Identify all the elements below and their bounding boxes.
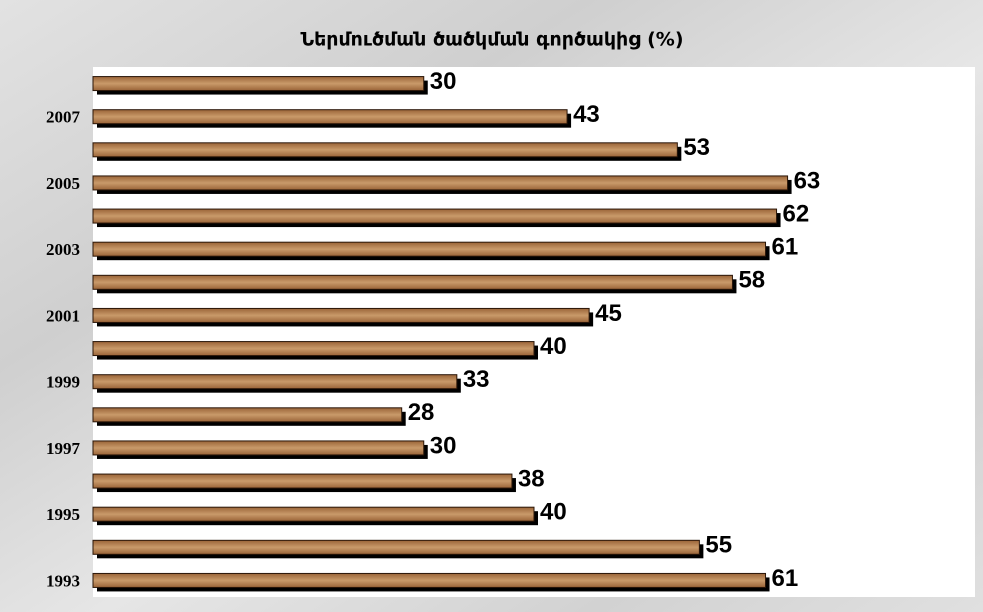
bar bbox=[92, 374, 458, 390]
y-tick-label: 1997 bbox=[46, 439, 81, 458]
bar bbox=[92, 109, 568, 125]
value-label: 30 bbox=[430, 68, 457, 95]
bar bbox=[92, 142, 678, 158]
bar bbox=[92, 208, 778, 224]
bar bbox=[92, 241, 767, 257]
bar bbox=[92, 473, 513, 489]
value-label: 61 bbox=[772, 565, 799, 592]
y-tick-label: 2007 bbox=[46, 108, 81, 127]
bar bbox=[92, 175, 789, 191]
value-label: 40 bbox=[540, 499, 567, 526]
value-label: 33 bbox=[463, 366, 490, 393]
value-label: 53 bbox=[683, 134, 710, 161]
bar bbox=[92, 274, 733, 290]
bar bbox=[92, 307, 590, 323]
value-label: 63 bbox=[794, 167, 821, 194]
bar bbox=[92, 572, 767, 588]
value-label: 38 bbox=[518, 465, 545, 492]
value-label: 43 bbox=[573, 101, 600, 128]
bar bbox=[92, 341, 535, 357]
value-label: 45 bbox=[595, 300, 622, 327]
y-tick-label: 1993 bbox=[46, 571, 80, 590]
y-tick-label: 2001 bbox=[46, 306, 80, 325]
value-label: 61 bbox=[772, 234, 799, 261]
y-tick-label: 2005 bbox=[46, 174, 80, 193]
value-label: 28 bbox=[408, 399, 435, 426]
chart-title: Ներմուծման ծածկման գործակից (%) bbox=[300, 29, 683, 51]
bar bbox=[92, 440, 425, 456]
bar bbox=[92, 506, 535, 522]
value-label: 40 bbox=[540, 333, 567, 360]
value-label: 30 bbox=[430, 432, 457, 459]
bar bbox=[92, 407, 403, 423]
bar bbox=[92, 539, 700, 555]
y-tick-label: 1995 bbox=[46, 505, 80, 524]
value-label: 62 bbox=[783, 200, 810, 227]
y-tick-label: 2003 bbox=[46, 240, 80, 259]
bar bbox=[92, 76, 425, 92]
y-tick-label: 1999 bbox=[46, 373, 80, 392]
value-label: 58 bbox=[738, 267, 765, 294]
value-label: 55 bbox=[705, 532, 732, 559]
